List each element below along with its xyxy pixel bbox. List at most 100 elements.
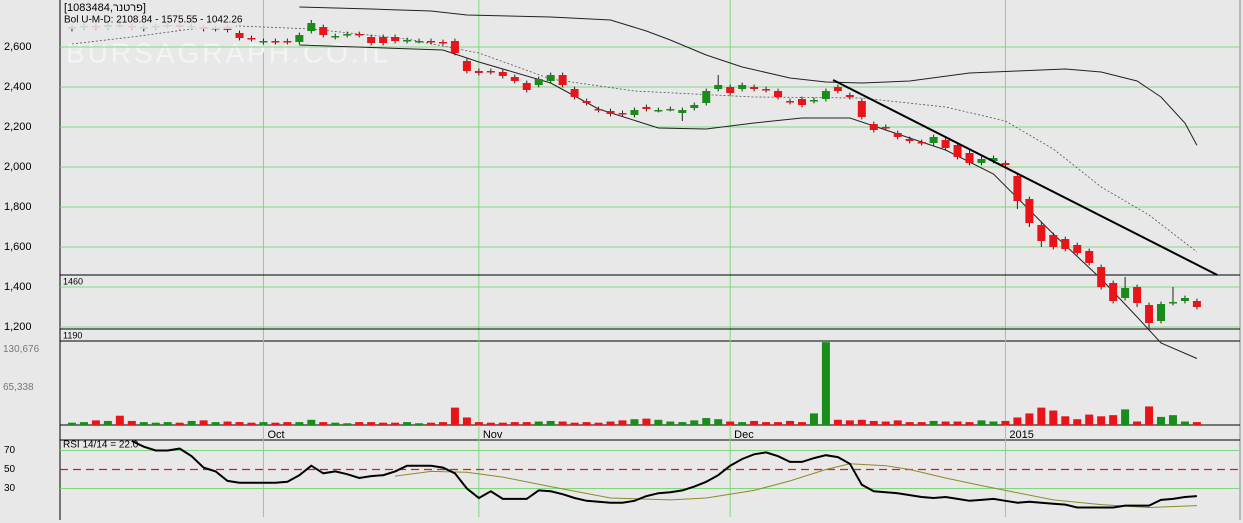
candle-body — [654, 110, 663, 112]
volume-bar — [498, 422, 507, 425]
candle-body — [809, 100, 818, 102]
candle-body — [594, 109, 603, 111]
level-label: 1190 — [63, 330, 82, 340]
volume-bar — [331, 422, 340, 425]
candle-body — [642, 107, 651, 109]
candle-body — [1061, 239, 1070, 249]
candle-body — [618, 113, 627, 115]
volume-bar — [1145, 406, 1154, 425]
candle-body — [702, 91, 711, 103]
volume-bar — [1097, 416, 1106, 425]
y-tick-label: 70 — [4, 445, 16, 456]
volume-bar — [654, 419, 663, 425]
candle-body — [1121, 288, 1130, 298]
volume-bar — [1073, 419, 1082, 425]
candle-body — [821, 91, 830, 99]
candle-body — [666, 109, 675, 111]
candle-body — [546, 75, 555, 81]
trend-line — [832, 79, 1218, 276]
volume-bar — [1121, 409, 1130, 425]
volume-bar — [750, 420, 759, 425]
volume-bar — [881, 421, 890, 425]
candle-body — [403, 40, 412, 42]
x-tick-label: Dec — [734, 429, 754, 441]
candle-body — [857, 101, 866, 117]
volume-bar — [343, 423, 352, 425]
candle-body — [1157, 304, 1166, 321]
candle-body — [247, 38, 256, 40]
candle-body — [750, 87, 759, 89]
candle-body — [869, 124, 878, 130]
volume-bar — [235, 422, 244, 425]
candle-body — [977, 159, 986, 163]
volume-bar — [953, 421, 962, 425]
volume-bar — [893, 420, 902, 425]
chart-title: [1083484,פרטנר] — [64, 2, 146, 14]
candle-body — [319, 27, 328, 35]
volume-bar — [989, 421, 998, 425]
volume-bar — [905, 422, 914, 425]
candle-body — [1109, 283, 1118, 301]
candle-body — [905, 139, 914, 141]
volume-bar — [139, 422, 148, 425]
y-tick-label: 2,600 — [4, 41, 32, 53]
candle-body — [534, 79, 543, 85]
volume-bar — [175, 422, 184, 425]
volume-bar — [558, 421, 567, 425]
volume-bar — [462, 417, 471, 425]
level-label: 1460 — [63, 276, 83, 286]
candle-body — [1049, 235, 1058, 247]
y-tick-label: 50 — [4, 464, 16, 475]
volume-bar — [821, 342, 830, 425]
y-tick-label: 2,400 — [4, 81, 32, 93]
y-tick-label: 1,200 — [4, 321, 32, 333]
candle-body — [474, 71, 483, 73]
candle-body — [1133, 287, 1142, 303]
candle-body — [606, 111, 615, 114]
y-tick-label: 1,600 — [4, 241, 32, 253]
volume-bar — [367, 422, 376, 425]
volume-bar — [809, 413, 818, 425]
candle-body — [522, 83, 531, 90]
volume-bar — [546, 420, 555, 425]
candle-body — [929, 137, 938, 143]
volume-bar — [103, 420, 112, 425]
candle-body — [1073, 245, 1082, 253]
volume-bar — [534, 421, 543, 425]
volume-bar — [1061, 416, 1070, 425]
volume-bar — [522, 422, 531, 425]
candle-body — [797, 99, 806, 105]
volume-bar — [702, 418, 711, 425]
volume-bar — [594, 422, 603, 425]
x-tick-label: Nov — [483, 429, 503, 441]
volume-bar — [606, 421, 615, 425]
candle-body — [714, 85, 723, 89]
volume-bar — [1133, 421, 1142, 425]
volume-bar — [738, 422, 747, 425]
volume-bar — [845, 420, 854, 425]
candle-body — [295, 35, 304, 42]
rsi-line — [131, 440, 1197, 509]
candle-body — [510, 77, 519, 81]
volume-bar — [857, 419, 866, 425]
volume-bar — [977, 420, 986, 425]
x-tick-label: 2015 — [1009, 429, 1033, 441]
candle-body — [953, 145, 962, 157]
volume-bar — [403, 422, 412, 425]
volume-bar — [187, 420, 196, 425]
volume-bar — [259, 422, 268, 425]
candle-body — [786, 101, 795, 103]
volume-bar — [355, 422, 364, 425]
candle-body — [690, 105, 699, 108]
volume-bar — [474, 422, 483, 425]
candle-body — [1097, 267, 1106, 287]
y-tick-label: 1,400 — [4, 281, 32, 293]
candle-body — [1145, 305, 1154, 323]
title-bg — [61, 1, 236, 29]
volume-bar — [1025, 413, 1034, 425]
candle-body — [355, 34, 364, 36]
candle-body — [343, 34, 352, 36]
candle-body — [1001, 163, 1010, 165]
volume-bar — [486, 422, 495, 425]
volume-bar — [199, 420, 208, 425]
